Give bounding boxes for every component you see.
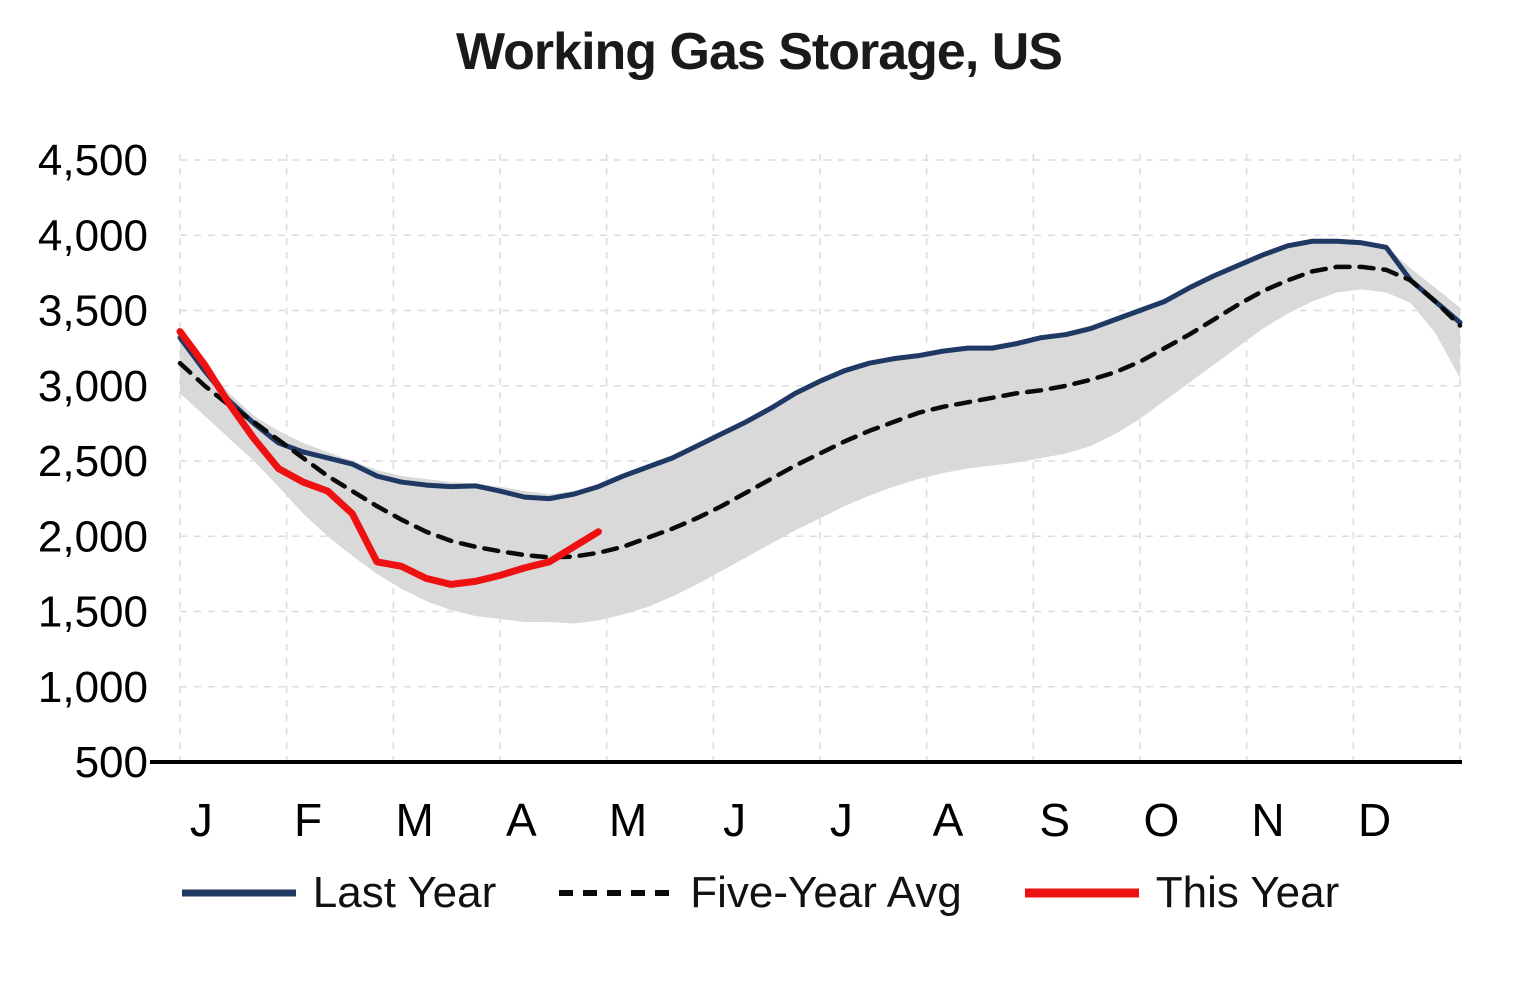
- svg-text:4,500: 4,500: [38, 136, 148, 185]
- legend-item-last-year: Last Year: [179, 868, 497, 918]
- legend: Last Year Five-Year Avg This Year: [0, 868, 1518, 918]
- svg-text:A: A: [506, 794, 537, 846]
- svg-text:S: S: [1039, 794, 1070, 846]
- svg-text:J: J: [723, 794, 746, 846]
- legend-item-this-year: This Year: [1022, 868, 1339, 918]
- chart-title: Working Gas Storage, US: [456, 23, 1063, 81]
- svg-text:1,500: 1,500: [38, 588, 148, 637]
- svg-text:M: M: [609, 794, 647, 846]
- svg-text:1,000: 1,000: [38, 663, 148, 712]
- svg-text:4,000: 4,000: [38, 211, 148, 260]
- svg-text:A: A: [933, 794, 964, 846]
- last-year-line-icon: [181, 889, 296, 897]
- legend-label-this-year: This Year: [1155, 868, 1340, 917]
- svg-text:2,500: 2,500: [38, 437, 148, 486]
- svg-text:D: D: [1358, 794, 1391, 846]
- svg-text:N: N: [1251, 794, 1284, 846]
- this-year-line-icon: [1024, 888, 1139, 898]
- svg-text:J: J: [830, 794, 853, 846]
- svg-text:O: O: [1143, 794, 1179, 846]
- legend-label-last-year: Last Year: [312, 868, 497, 917]
- svg-text:M: M: [396, 794, 434, 846]
- legend-item-five-year-avg: Five-Year Avg: [556, 868, 962, 918]
- svg-text:500: 500: [75, 738, 148, 787]
- five-year-avg-line-icon: [559, 890, 674, 896]
- svg-text:F: F: [294, 794, 322, 846]
- svg-text:2,000: 2,000: [38, 512, 148, 561]
- svg-text:3,500: 3,500: [38, 287, 148, 336]
- legend-label-five-year-avg: Five-Year Avg: [690, 868, 962, 917]
- svg-text:3,000: 3,000: [38, 362, 148, 411]
- svg-text:J: J: [190, 794, 213, 846]
